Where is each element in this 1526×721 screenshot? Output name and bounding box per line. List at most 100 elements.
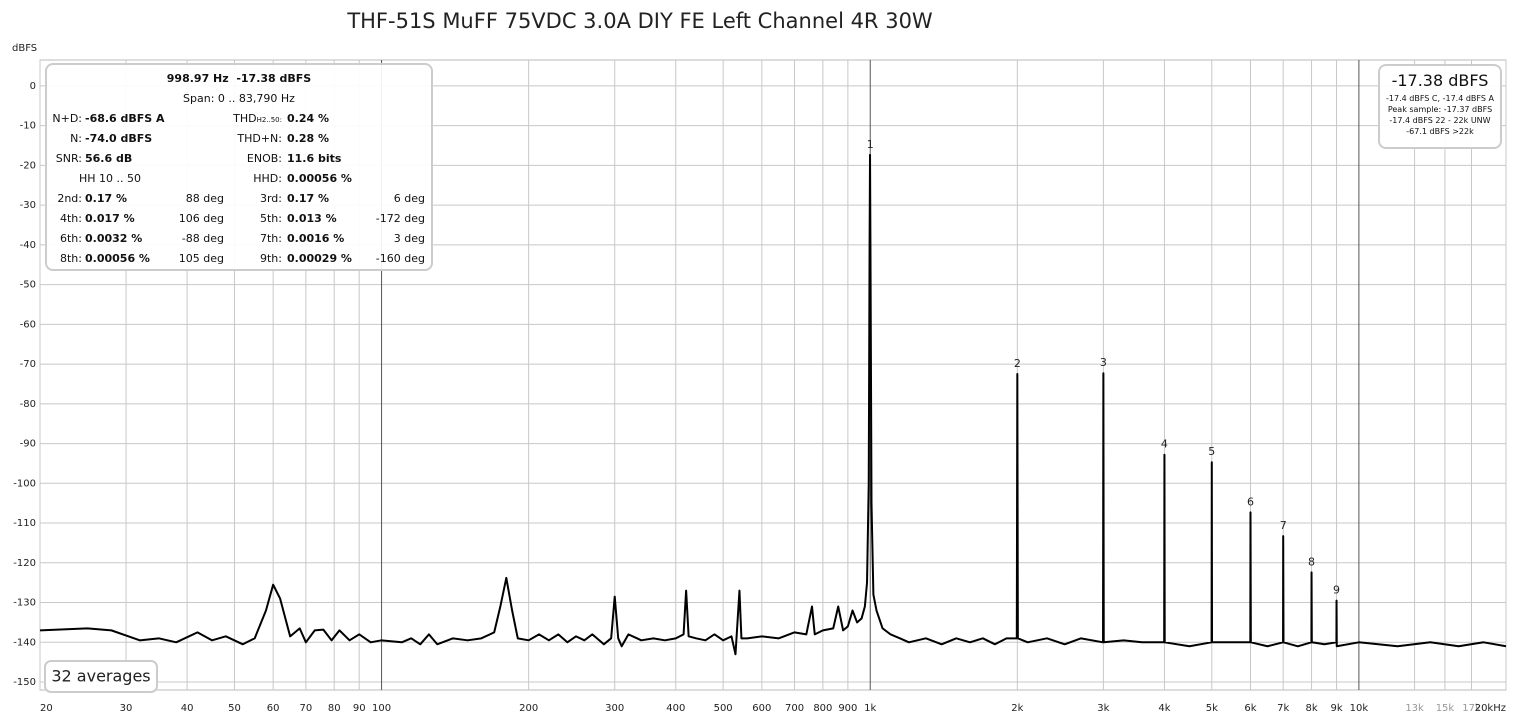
x-tick-label: 6k: [1244, 703, 1256, 714]
metric-label: THD+N:: [237, 132, 282, 146]
y-tick-label: -150: [13, 677, 36, 688]
metric-label: HH 10 .. 50: [79, 172, 142, 185]
x-tick-label: 5k: [1206, 703, 1218, 714]
x-tick-label: 3k: [1097, 703, 1109, 714]
metric-value: 11.6 bits: [287, 152, 342, 165]
x-tick-label: 8k: [1305, 703, 1317, 714]
metric-label-text: HHD:: [253, 172, 282, 185]
metric-label-text: THD+N:: [237, 132, 282, 145]
harmonic-value: 0.0016 %: [287, 232, 345, 245]
x-tick-label: 20: [40, 703, 53, 714]
x-tick-label: 9k: [1330, 703, 1342, 714]
metric-label: N:: [70, 132, 82, 146]
harmonic-value: 0.00029 %: [287, 252, 352, 265]
spectrum-line: [39, 153, 1507, 656]
x-tick-label: 60: [267, 703, 280, 714]
metric-value: 0.00056 %: [287, 172, 352, 185]
y-tick-label: -100: [13, 478, 36, 489]
x-tick-label: 200: [519, 703, 538, 714]
harmonic-name: 3rd:: [259, 192, 282, 205]
y-tick-label: -90: [20, 439, 36, 450]
harmonic-phase: 88 deg: [185, 192, 224, 205]
level-line: -17.4 dBFS 22 - 22k UNW: [1389, 116, 1491, 125]
harmonic-phase: -88 deg: [181, 232, 224, 245]
metric-value: 0.28 %: [287, 132, 329, 145]
harmonic-label: 1: [867, 138, 874, 151]
x-tick-label: 900: [838, 703, 857, 714]
harmonic-value: 0.013 %: [287, 212, 337, 225]
x-tick-label: 17k: [1462, 703, 1481, 714]
y-tick-label: -110: [13, 518, 36, 529]
x-tick-label: 15k: [1436, 703, 1455, 714]
y-tick-label: -70: [20, 359, 36, 370]
x-tick-label: 2k: [1011, 703, 1023, 714]
x-tick-label: 300: [605, 703, 624, 714]
harmonic-phase: -172 deg: [375, 212, 425, 225]
harmonic-label: 3: [1100, 356, 1107, 369]
averages-frame: [44, 660, 158, 693]
harmonic-value: 0.17 %: [287, 192, 329, 205]
x-tick-label: 70: [300, 703, 313, 714]
metric-label: ENOB:: [247, 152, 282, 166]
metric-value: 56.6 dB: [85, 152, 133, 165]
y-tick-label: -40: [20, 240, 36, 251]
x-tick-label: 4k: [1158, 703, 1170, 714]
harmonic-phase: 6 deg: [393, 192, 425, 205]
harmonic-name: 7th:: [260, 232, 282, 245]
metric-label: HHD:: [253, 172, 282, 186]
y-tick-label: -80: [20, 399, 36, 410]
harmonic-name: 2nd:: [57, 192, 82, 205]
harmonic-label: 4: [1161, 438, 1168, 451]
harmonic-label: 7: [1280, 519, 1287, 532]
harmonic-label: 6: [1247, 495, 1254, 508]
x-tick-label: 13k: [1405, 703, 1424, 714]
x-tick-label: 10k: [1350, 703, 1369, 714]
y-tick-label: -50: [20, 280, 36, 291]
level-line: -67.1 dBFS >22k: [1406, 127, 1474, 136]
y-tick-label: -30: [20, 200, 36, 211]
y-tick-label: -60: [20, 319, 36, 330]
headline: 998.97 Hz -17.38 dBFS: [166, 72, 312, 85]
x-tick-label: 40: [181, 703, 194, 714]
metric-value: -68.6 dBFS A: [85, 112, 165, 125]
x-tick-label: 800: [813, 703, 832, 714]
chart-title: THF-51S MuFF 75VDC 3.0A DIY FE Left Chan…: [346, 9, 933, 33]
metric-label-text: N+D:: [52, 112, 82, 125]
metric-label: SNR:: [56, 152, 82, 166]
x-tick-label: 30: [120, 703, 133, 714]
harmonic-label: 5: [1208, 445, 1215, 458]
harmonic-value: 0.017 %: [85, 212, 135, 225]
level-line: -17.4 dBFS C, -17.4 dBFS A: [1386, 94, 1494, 103]
harmonic-name: 9th:: [260, 252, 282, 265]
metric-label-text: N:: [70, 132, 82, 145]
harmonic-name: 5th:: [260, 212, 282, 225]
metric-label: N+D:: [52, 112, 82, 126]
metric-label-sub: H2..50:: [256, 116, 282, 124]
harmonic-phase: 3 deg: [393, 232, 425, 245]
metric-value: 0.24 %: [287, 112, 329, 125]
harmonic-label: 2: [1014, 357, 1021, 370]
metric-label-text: THD: [233, 112, 257, 125]
x-tick-label: 90: [353, 703, 366, 714]
y-tick-label: -120: [13, 558, 36, 569]
y-tick-label: -140: [13, 637, 36, 648]
harmonic-phase: 106 deg: [178, 212, 224, 225]
x-tick-label: 1k: [864, 703, 876, 714]
metric-label: THDH2..50:: [233, 112, 282, 127]
level-line: Peak sample: -17.37 dBFS: [1387, 105, 1493, 114]
metric-label-text: ENOB:: [246, 152, 282, 165]
x-tick-label: 600: [752, 703, 771, 714]
span: Span: 0 .. 83,790 Hz: [183, 92, 295, 105]
harmonic-name: 4th:: [60, 212, 82, 225]
harmonic-phase: -160 deg: [375, 252, 425, 265]
x-tick-label: 500: [714, 703, 733, 714]
harmonic-value: 0.0032 %: [85, 232, 143, 245]
metric-label-text: SNR:: [55, 152, 82, 165]
x-tick-label: 400: [666, 703, 685, 714]
y-tick-label: -130: [13, 598, 36, 609]
harmonic-label: 8: [1308, 555, 1315, 568]
x-tick-label: 7k: [1277, 703, 1289, 714]
info-box: 998.97 Hz -17.38 dBFS Span: 0 .. 83,790 H…: [45, 63, 433, 271]
